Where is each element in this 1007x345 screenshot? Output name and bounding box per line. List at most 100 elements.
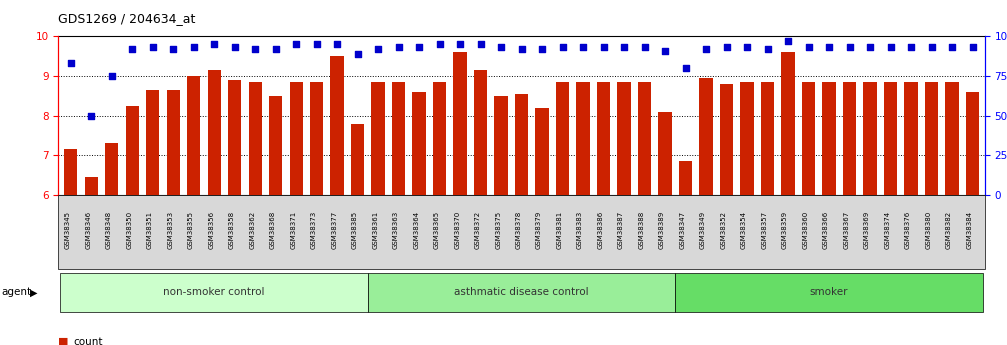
Point <box>145 45 161 50</box>
Text: ▶: ▶ <box>30 287 37 297</box>
Point <box>514 46 530 52</box>
Text: GSM38345: GSM38345 <box>64 211 70 249</box>
Text: GSM38368: GSM38368 <box>270 211 276 249</box>
Point <box>739 45 755 50</box>
Text: GSM38380: GSM38380 <box>925 211 931 249</box>
Point <box>759 46 775 52</box>
Point <box>206 41 223 47</box>
Point <box>308 41 324 47</box>
Bar <box>372 82 385 195</box>
Point <box>555 45 571 50</box>
Bar <box>228 80 242 195</box>
Point <box>821 45 837 50</box>
Point <box>616 45 632 50</box>
Text: GSM38377: GSM38377 <box>331 211 337 249</box>
Point <box>452 41 468 47</box>
Text: GSM38348: GSM38348 <box>106 211 112 249</box>
Text: GSM38360: GSM38360 <box>803 211 809 249</box>
Bar <box>126 106 139 195</box>
Bar <box>781 52 795 195</box>
Text: GSM38351: GSM38351 <box>147 211 153 249</box>
Bar <box>720 84 733 195</box>
Bar <box>617 82 630 195</box>
Text: ■: ■ <box>58 337 68 345</box>
Text: GSM38374: GSM38374 <box>884 211 890 249</box>
Point <box>124 46 140 52</box>
Text: GSM38356: GSM38356 <box>208 211 214 249</box>
Point <box>882 45 898 50</box>
Point <box>780 38 797 44</box>
Point <box>842 45 858 50</box>
Text: GSM38372: GSM38372 <box>474 211 480 249</box>
Bar <box>740 82 754 195</box>
Text: GSM38375: GSM38375 <box>495 211 501 249</box>
Text: GSM38369: GSM38369 <box>864 211 870 249</box>
Bar <box>843 82 856 195</box>
Bar <box>310 82 323 195</box>
Text: GSM38366: GSM38366 <box>823 211 829 249</box>
Bar <box>433 82 446 195</box>
Point <box>678 65 694 71</box>
Text: GSM38349: GSM38349 <box>700 211 706 249</box>
Text: non-smoker control: non-smoker control <box>163 287 265 297</box>
Text: GSM38363: GSM38363 <box>393 211 399 249</box>
Point <box>104 73 120 79</box>
Point <box>801 45 817 50</box>
Point <box>923 45 940 50</box>
Bar <box>536 108 549 195</box>
Bar <box>453 52 467 195</box>
Point <box>862 45 878 50</box>
Text: GSM38353: GSM38353 <box>167 211 173 249</box>
Point <box>247 46 263 52</box>
Text: GSM38367: GSM38367 <box>844 211 850 249</box>
Bar <box>761 82 774 195</box>
Bar <box>289 82 303 195</box>
Bar <box>269 96 282 195</box>
Bar <box>146 90 159 195</box>
Text: GSM38389: GSM38389 <box>660 211 665 249</box>
Text: agent: agent <box>1 287 31 297</box>
Bar <box>515 94 529 195</box>
Text: GSM38358: GSM38358 <box>229 211 235 249</box>
Text: GSM38352: GSM38352 <box>721 211 727 249</box>
Text: GSM38383: GSM38383 <box>577 211 583 249</box>
Text: GSM38364: GSM38364 <box>413 211 419 249</box>
Bar <box>474 70 487 195</box>
Bar <box>823 82 836 195</box>
Bar <box>802 82 816 195</box>
Text: GSM38385: GSM38385 <box>351 211 357 249</box>
Text: GSM38365: GSM38365 <box>434 211 440 249</box>
Bar <box>105 144 119 195</box>
Text: GSM38362: GSM38362 <box>249 211 255 249</box>
Text: GSM38384: GSM38384 <box>967 211 973 249</box>
Bar <box>494 96 508 195</box>
Point <box>657 48 673 53</box>
Bar <box>659 112 672 195</box>
Bar <box>413 92 426 195</box>
Text: GSM38378: GSM38378 <box>516 211 522 249</box>
Point <box>698 46 714 52</box>
Bar <box>249 82 262 195</box>
Text: GSM38381: GSM38381 <box>557 211 563 249</box>
Point <box>268 46 284 52</box>
Point <box>371 46 387 52</box>
Text: GSM38371: GSM38371 <box>290 211 296 249</box>
Text: GSM38376: GSM38376 <box>905 211 911 249</box>
Point <box>432 41 448 47</box>
Bar <box>330 56 343 195</box>
Text: count: count <box>74 337 103 345</box>
Text: GSM38361: GSM38361 <box>373 211 379 249</box>
Point <box>944 45 960 50</box>
Text: GSM38388: GSM38388 <box>638 211 644 249</box>
Point <box>185 45 201 50</box>
Text: GSM38370: GSM38370 <box>454 211 460 249</box>
Point <box>719 45 735 50</box>
Text: GSM38386: GSM38386 <box>597 211 603 249</box>
Point <box>965 45 981 50</box>
Text: GSM38387: GSM38387 <box>618 211 624 249</box>
Point <box>349 51 366 57</box>
Point <box>595 45 611 50</box>
Bar <box>64 149 78 195</box>
Point <box>227 45 243 50</box>
Point <box>493 45 510 50</box>
